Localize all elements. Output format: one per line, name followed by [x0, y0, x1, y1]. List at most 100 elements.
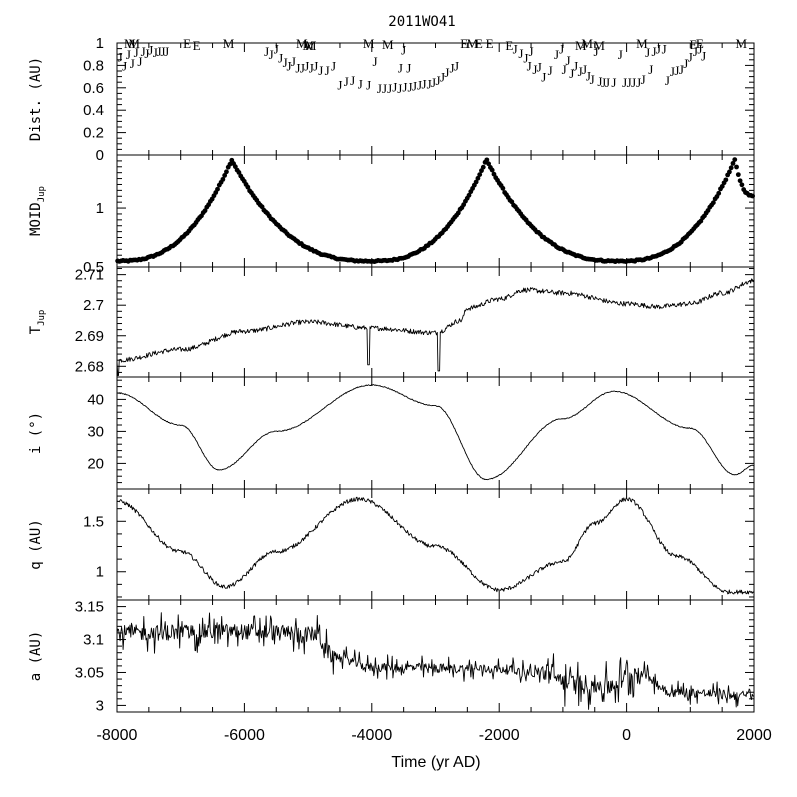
y-axis-label-main: T — [28, 325, 44, 334]
planet-encounter-marker: M — [593, 38, 605, 53]
y-tick-label: 3.1 — [83, 632, 104, 649]
jupiter-encounter-marker: J — [274, 42, 279, 57]
x-tick-label: 0 — [622, 727, 631, 744]
jupiter-encounter-marker: J — [636, 75, 641, 90]
y-tick-label: 30 — [87, 423, 104, 440]
x-tick-label: -4000 — [351, 727, 392, 744]
jupiter-encounter-marker: J — [554, 47, 559, 62]
jupiter-encounter-marker: J — [153, 45, 158, 60]
jupiter-encounter-marker: J — [693, 44, 698, 59]
jupiter-encounter-marker: J — [618, 47, 623, 62]
jupiter-encounter-marker: J — [137, 54, 142, 69]
jupiter-encounter-marker: J — [382, 81, 387, 96]
jupiter-encounter-marker: J — [392, 80, 397, 95]
planet-encounter-marker: M — [128, 36, 140, 51]
jupiter-encounter-marker: J — [648, 62, 653, 77]
jupiter-encounter-marker: J — [401, 43, 406, 58]
planet-encounter-marker: E — [690, 37, 698, 52]
jupiter-encounter-marker: J — [372, 54, 377, 69]
moid-point — [486, 161, 492, 167]
planet-encounter-marker: M — [581, 36, 593, 51]
jupiter-encounter-marker: J — [527, 58, 532, 73]
panel-frame — [116, 376, 755, 490]
jupiter-encounter-marker: J — [662, 42, 667, 57]
jupiter-encounter-marker: J — [344, 74, 349, 89]
planet-encounter-marker: M — [467, 36, 479, 51]
jupiter-encounter-marker: J — [397, 81, 402, 96]
chart-title: 2011WO41 — [388, 14, 455, 30]
planet-encounter-marker: M — [575, 38, 587, 53]
jupiter-encounter-marker: J — [597, 74, 602, 89]
y-axis-label: q (AU) — [28, 519, 44, 570]
planet-encounter-marker: M — [382, 37, 394, 52]
y-tick-label: 0.5 — [83, 259, 104, 276]
y-tick-label: 1 — [96, 35, 104, 52]
y-tick-label: 1 — [96, 564, 104, 581]
y-tick-label: 0 — [96, 147, 104, 164]
jupiter-encounter-marker: J — [264, 44, 269, 59]
panel-frame — [116, 599, 755, 713]
y-axis-label: MOIDJup — [28, 186, 47, 236]
jupiter-encounter-marker: J — [164, 44, 169, 59]
panel-frame — [116, 42, 755, 156]
moid-point — [732, 157, 738, 163]
planet-encounter-marker: M — [223, 36, 235, 51]
jupiter-encounter-marker: J — [407, 80, 412, 95]
jupiter-encounter-marker: J — [304, 58, 309, 73]
x-tick-label: -2000 — [479, 727, 520, 744]
planet-encounter-marker: E — [696, 36, 704, 51]
q-series-line — [116, 496, 755, 595]
jupiter-encounter-marker: J — [269, 47, 274, 62]
y-axis-label: TJup — [28, 310, 47, 335]
panel-q: 1 1.5 q (AU) — [28, 488, 755, 601]
jupiter-encounter-marker: J — [697, 42, 702, 57]
y-tick-label: 3 — [96, 697, 104, 714]
y-tick-label: 2.69 — [75, 328, 104, 345]
jupiter-encounter-marker: J — [318, 63, 323, 78]
jupiter-encounter-marker: J — [366, 77, 371, 92]
planet-encounter-marker: E — [475, 36, 483, 51]
moid-point — [220, 176, 226, 182]
y-tick-label: 0.8 — [83, 57, 104, 74]
planet-encounter-marker: M — [124, 36, 136, 51]
planet-encounter-marker: E — [460, 36, 468, 51]
jupiter-encounter-marker: J — [645, 45, 650, 60]
moid-point — [202, 208, 208, 214]
jupiter-encounter-marker: J — [537, 60, 542, 75]
jupiter-encounter-marker: J — [593, 44, 598, 59]
jupiter-encounter-marker: J — [548, 63, 553, 78]
moid-point — [484, 157, 490, 163]
moid-point — [734, 164, 739, 170]
jupiter-encounter-marker: J — [450, 61, 455, 76]
jupiter-encounter-marker: J — [513, 42, 518, 57]
jupiter-encounter-marker: J — [565, 53, 570, 68]
jupiter-encounter-marker: J — [350, 73, 355, 88]
jupiter-encounter-marker: J — [541, 70, 546, 85]
jupiter-encounter-marker: J — [631, 75, 636, 90]
jupiter-encounter-marker: J — [309, 61, 314, 76]
planet-encounter-marker: E — [183, 36, 191, 51]
jupiter-encounter-marker: J — [122, 58, 127, 73]
jupiter-encounter-marker: J — [387, 81, 392, 96]
jupiter-encounter-marker: J — [398, 61, 403, 76]
moid-point — [473, 179, 479, 185]
moid-point — [750, 193, 755, 199]
jupiter-encounter-marker: J — [627, 75, 632, 90]
jupiter-encounter-marker: J — [586, 68, 591, 83]
x-axis: -8000 -6000 -4000 -2000 0 2000 — [97, 727, 772, 744]
jupiter-encounter-marker: J — [559, 42, 564, 57]
jupiter-encounter-marker: J — [578, 64, 583, 79]
jupiter-encounter-marker: J — [454, 58, 459, 73]
moid-point — [227, 161, 233, 167]
y-axis-label: i (°) — [28, 412, 44, 454]
y-axis-label: Dist. (AU) — [28, 57, 44, 141]
jupiter-encounter-marker: J — [670, 64, 675, 79]
jupiter-encounter-marker: J — [582, 62, 587, 77]
jupiter-encounter-marker: J — [144, 46, 149, 61]
y-tick-label: 40 — [87, 391, 104, 408]
moid-point — [727, 169, 732, 175]
jupiter-encounter-marker: J — [412, 79, 417, 94]
jupiter-encounter-marker: J — [683, 56, 688, 71]
jupiter-encounter-marker: J — [130, 56, 135, 71]
